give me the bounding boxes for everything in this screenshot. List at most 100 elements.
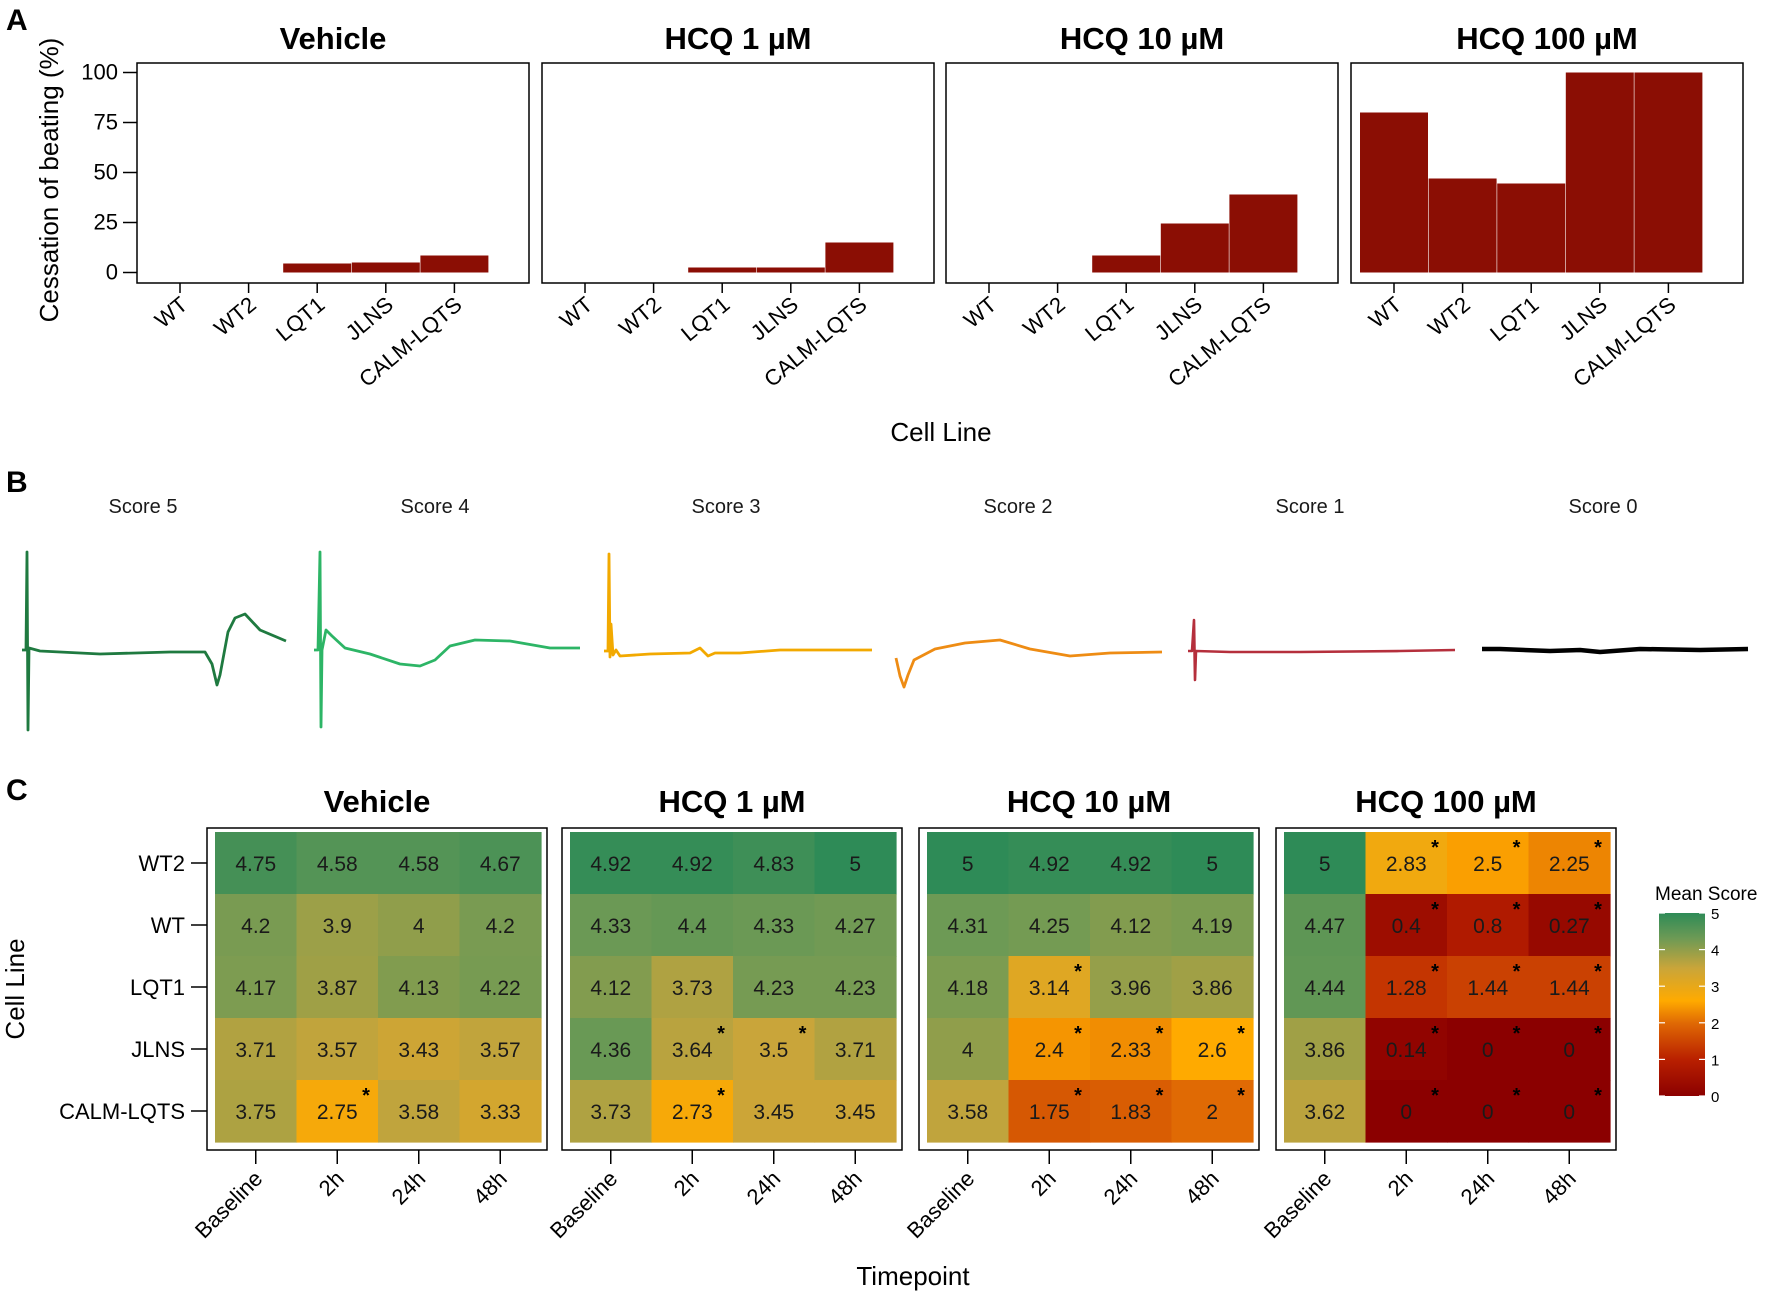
trace-2 — [604, 552, 872, 659]
cell-3-1-2 — [1447, 894, 1530, 957]
cell-value-3-2-0: 4.44 — [1304, 977, 1345, 1000]
cell-2-1-1 — [1008, 894, 1091, 957]
trace-0 — [22, 550, 287, 732]
trace-title-5: Score 0 — [1569, 496, 1638, 518]
cell-2-1-2 — [1090, 894, 1173, 957]
cell-1-2-2 — [733, 956, 816, 1019]
cell-0-3-3 — [459, 1018, 542, 1081]
cell-2-2-2 — [1090, 956, 1173, 1019]
cell-3-4-1 — [1365, 1080, 1448, 1143]
cell-1-2-1 — [651, 956, 734, 1019]
cell-2-3-3 — [1171, 1018, 1254, 1081]
cell-1-0-1 — [651, 832, 734, 895]
cell-value-2-1-0: 4.31 — [947, 915, 988, 938]
y-tick-label-0: 0 — [106, 260, 118, 285]
x-axis-title: Cell Line — [890, 417, 991, 447]
x-tick-label-0-WT: WT — [150, 292, 192, 333]
cell-0-1-3 — [459, 894, 542, 957]
sig-marker-3-2-3: * — [1594, 961, 1602, 983]
cell-value-1-4-2: 3.45 — [753, 1101, 794, 1124]
heatmap-facet-title-0: Vehicle — [324, 784, 431, 819]
cell-2-4-3 — [1171, 1080, 1254, 1143]
col-label-1-48h: 48h — [823, 1166, 867, 1210]
cell-3-3-3 — [1528, 1018, 1611, 1081]
cell-value-2-0-2: 4.92 — [1110, 853, 1151, 876]
legend-tick-label-2: 2 — [1711, 1016, 1719, 1033]
row-label-CALM-LQTS: CALM-LQTS — [59, 1099, 185, 1124]
bar-0-CALM-LQTS — [420, 255, 489, 273]
facet-title-0: Vehicle — [280, 21, 387, 56]
heatmap-frame-3 — [1275, 827, 1617, 1151]
bar-1-CALM-LQTS — [825, 242, 894, 273]
row-label-JLNS: JLNS — [131, 1037, 185, 1062]
cell-value-0-1-1: 3.9 — [323, 915, 352, 938]
cell-3-0-0 — [1284, 832, 1367, 895]
sig-marker-2-4-2: * — [1156, 1085, 1164, 1107]
cell-1-0-2 — [733, 832, 816, 895]
cell-value-0-4-1: 2.75 — [317, 1101, 358, 1124]
cell-value-2-0-0: 5 — [962, 853, 974, 876]
facet-frame-1 — [541, 62, 935, 284]
y-axis-title: Cessation of beating (%) — [34, 38, 64, 323]
cell-value-1-3-3: 3.71 — [835, 1039, 876, 1062]
x-tick-label-2-WT2: WT2 — [1018, 292, 1070, 341]
col-label-2-Baseline: Baseline — [902, 1166, 979, 1243]
trace-1 — [314, 550, 580, 729]
col-label-1-24h: 24h — [742, 1166, 786, 1210]
cell-value-1-0-2: 4.83 — [753, 853, 794, 876]
cell-2-4-1 — [1008, 1080, 1091, 1143]
col-label-3-48h: 48h — [1537, 1166, 1581, 1210]
cell-2-1-3 — [1171, 894, 1254, 957]
cell-1-1-2 — [733, 894, 816, 957]
sig-marker-3-4-3: * — [1594, 1085, 1602, 1107]
sig-marker-3-2-1: * — [1431, 961, 1439, 983]
cell-value-2-3-0: 4 — [962, 1039, 974, 1062]
cell-3-3-0 — [1284, 1018, 1367, 1081]
cell-2-2-1 — [1008, 956, 1091, 1019]
facet-frame-2 — [945, 62, 1339, 284]
cell-value-2-1-3: 4.19 — [1192, 915, 1233, 938]
sig-marker-3-1-3: * — [1594, 899, 1602, 921]
x-tick-label-3-LQT1: LQT1 — [1485, 292, 1543, 347]
cell-value-2-2-0: 4.18 — [947, 977, 988, 1000]
sig-marker-3-0-3: * — [1594, 837, 1602, 859]
col-label-2-24h: 24h — [1099, 1166, 1143, 1210]
heatmap-x-axis-title: Timepoint — [856, 1261, 970, 1291]
panel-c: C Cell Line WT2 WT LQT1 JLNS CALM-LQTS Vehicle… — [0, 774, 1757, 1291]
facet-title-3: HCQ 100 µM — [1456, 21, 1638, 56]
trace-3 — [894, 638, 1163, 689]
cell-value-0-2-1: 3.87 — [317, 977, 358, 1000]
col-label-0-48h: 48h — [468, 1166, 512, 1210]
legend-title: Mean Score — [1655, 884, 1757, 905]
cell-value-2-4-3: 2 — [1206, 1101, 1218, 1124]
heatmap-frame-2 — [918, 827, 1260, 1151]
x-tick-label-3-WT2: WT2 — [1423, 292, 1475, 341]
cell-value-1-2-3: 4.23 — [835, 977, 876, 1000]
sig-marker-3-3-3: * — [1594, 1023, 1602, 1045]
trace-title-1: Score 4 — [401, 496, 470, 518]
col-label-2-2h: 2h — [1026, 1166, 1061, 1201]
cell-0-0-2 — [378, 832, 461, 895]
bar-2-JLNS — [1160, 223, 1229, 273]
facet-frame-3 — [1350, 62, 1744, 284]
heatmap-y-axis-title: Cell Line — [0, 938, 30, 1039]
bar-3-CALM-LQTS — [1634, 72, 1703, 273]
cell-0-2-3 — [459, 956, 542, 1019]
legend-tick-label-5: 5 — [1711, 906, 1719, 923]
col-label-0-24h: 24h — [387, 1166, 431, 1210]
cell-value-2-2-1: 3.14 — [1029, 977, 1070, 1000]
panel-b: B Score 5 Score 4 Score 3 Score 2 Score 1 Sco… — [6, 466, 1749, 732]
sig-marker-2-4-1: * — [1074, 1085, 1082, 1107]
sig-marker-3-4-1: * — [1431, 1085, 1439, 1107]
trace-title-2: Score 3 — [692, 496, 761, 518]
cell-value-0-4-3: 3.33 — [480, 1101, 521, 1124]
cell-3-1-3 — [1528, 894, 1611, 957]
cell-value-0-2-0: 4.17 — [235, 977, 276, 1000]
facet-title-2: HCQ 10 µM — [1060, 21, 1224, 56]
sig-marker-3-4-2: * — [1513, 1085, 1521, 1107]
x-tick-label-2-JLNS: JLNS — [1150, 292, 1207, 346]
cell-value-1-1-0: 4.33 — [590, 915, 631, 938]
cell-value-3-1-3: 0.27 — [1549, 915, 1590, 938]
sig-marker-1-4-1: * — [717, 1085, 725, 1107]
cell-0-1-1 — [296, 894, 379, 957]
